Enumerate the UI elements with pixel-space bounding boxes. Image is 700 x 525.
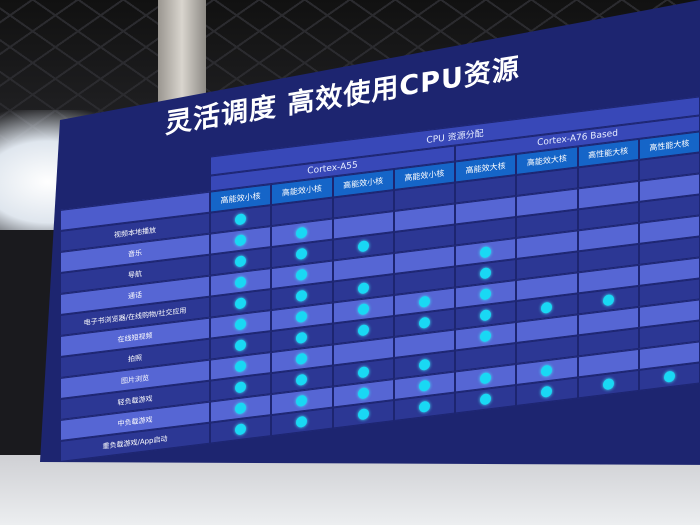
core-used-dot <box>480 267 492 280</box>
core-used-dot <box>418 295 430 308</box>
core-used-dot <box>418 379 430 392</box>
core-used-dot <box>296 247 308 260</box>
core-used-dot <box>296 373 308 386</box>
cpu-allocation-table: CPU 资源分配 Cortex-A55 Cortex-A76 Based 高能效… <box>60 96 700 462</box>
core-used-dot <box>357 303 369 316</box>
core-used-dot <box>602 294 614 307</box>
core-used-dot <box>296 268 308 281</box>
core-used-dot <box>480 288 492 301</box>
core-used-dot <box>357 366 369 379</box>
core-used-dot <box>235 234 247 247</box>
core-used-dot <box>296 289 308 302</box>
floor <box>0 455 700 525</box>
core-used-dot <box>235 360 247 373</box>
core-used-dot <box>296 415 308 428</box>
core-used-dot <box>235 381 247 394</box>
core-used-dot <box>357 240 369 253</box>
core-used-dot <box>418 358 430 371</box>
core-used-dot <box>296 310 308 323</box>
core-used-dot <box>357 408 369 421</box>
core-used-dot <box>602 378 614 391</box>
core-used-dot <box>235 423 247 436</box>
core-used-dot <box>480 309 492 322</box>
core-used-dot <box>357 324 369 337</box>
core-used-dot <box>296 226 308 239</box>
core-used-dot <box>235 297 247 310</box>
table-body: 高能效小核 高能效小核 高能效小核 高能效小核 高能效大核 高能效大核 高性能大核 高性能大核… <box>60 131 700 462</box>
core-used-dot <box>541 364 553 377</box>
core-used-dot <box>296 331 308 344</box>
core-used-dot <box>480 393 492 406</box>
core-used-dot <box>541 385 553 398</box>
core-used-dot <box>480 330 492 343</box>
core-used-dot <box>418 316 430 329</box>
core-used-dot <box>480 246 492 259</box>
core-used-dot <box>235 276 247 289</box>
core-used-dot <box>296 394 308 407</box>
core-used-dot <box>235 402 247 415</box>
core-used-dot <box>235 213 247 226</box>
core-used-dot <box>296 352 308 365</box>
core-used-dot <box>235 339 247 352</box>
core-used-dot <box>357 387 369 400</box>
core-used-dot <box>418 400 430 413</box>
core-used-dot <box>541 301 553 314</box>
core-used-dot <box>235 318 247 331</box>
core-used-dot <box>480 372 492 385</box>
core-used-dot <box>663 370 675 383</box>
core-used-dot <box>357 282 369 295</box>
core-used-dot <box>235 255 247 268</box>
